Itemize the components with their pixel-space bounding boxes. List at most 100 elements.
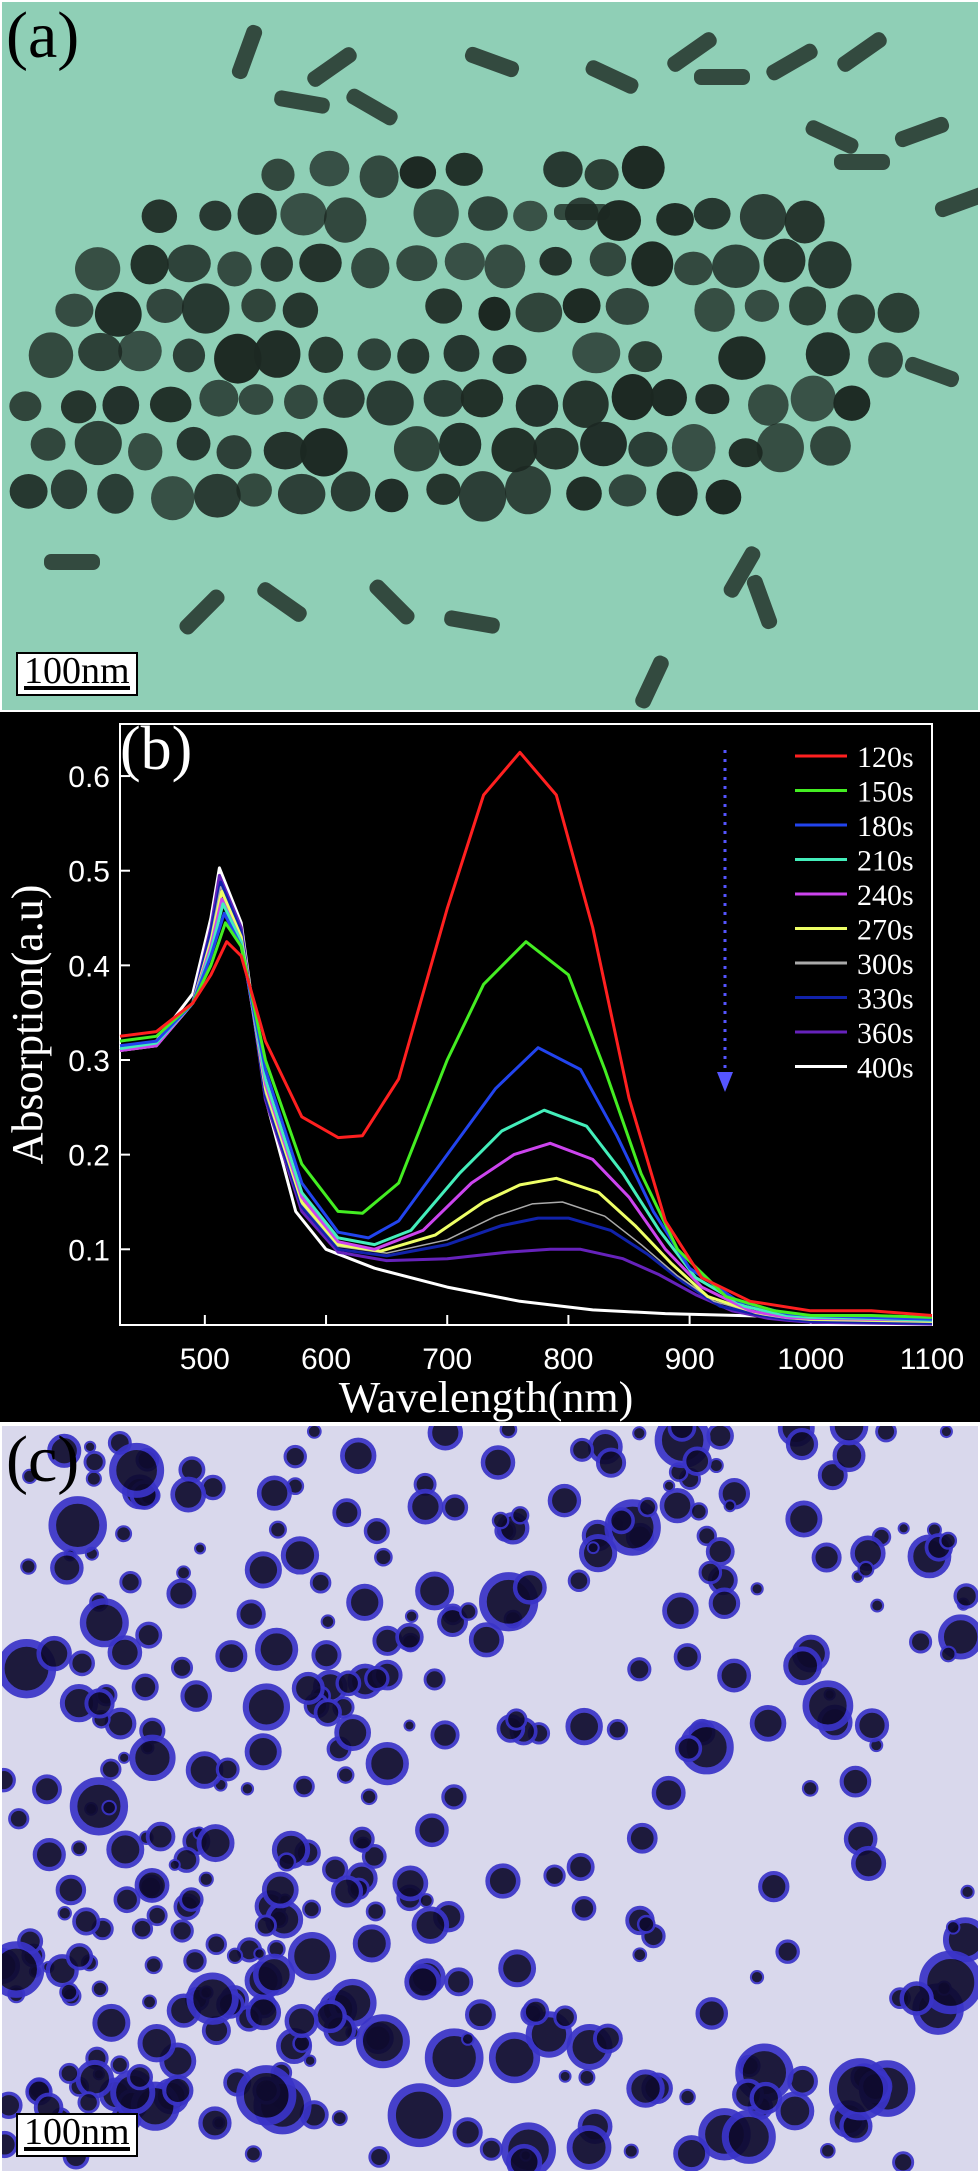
nanorod [44, 554, 100, 570]
nanoparticle [30, 427, 66, 461]
nanoparticle [104, 1707, 137, 1740]
nanoparticle [83, 1440, 97, 1454]
nanoparticle [656, 202, 694, 236]
nanoparticle [323, 197, 367, 243]
nanoparticle [22, 1468, 38, 1484]
nanoparticle [299, 243, 342, 283]
nanoparticle [662, 1479, 676, 1493]
tem-image-a: (a) 100nm [0, 0, 980, 712]
nanoparticle [313, 1698, 342, 1727]
nanoparticle [277, 1852, 297, 1872]
nanoparticle [662, 1592, 699, 1630]
nanoparticle [592, 2023, 623, 2054]
nanoparticle [236, 1599, 266, 1629]
y-tick-label: 0.3 [68, 1045, 110, 1078]
nanoparticle [689, 1502, 709, 1521]
nanoparticle [355, 2014, 410, 2069]
nanoparticle [9, 473, 48, 509]
trend-arrow-head [717, 1072, 733, 1092]
nanoparticle [403, 1719, 416, 1732]
nanoparticle [802, 1680, 854, 1732]
nanoparticle [674, 1734, 703, 1763]
nanoparticle [430, 1720, 460, 1750]
nanoparticle [313, 1999, 347, 2034]
nanoparticle [515, 292, 563, 333]
nanoparticle [263, 431, 307, 470]
series-line-120s [119, 750, 933, 1317]
nanoparticle [50, 1551, 84, 1585]
nanoparticle [396, 245, 438, 282]
nanoparticle [857, 1560, 875, 1578]
nanoparticle [374, 1547, 393, 1567]
nanoparticle [303, 2054, 317, 2067]
nanoparticle [623, 2143, 639, 2159]
nanoparticle [178, 1887, 204, 1912]
nanoparticle [255, 1627, 299, 1671]
panel-label-a: (a) [6, 0, 80, 72]
nanorod [766, 43, 818, 81]
series-line-210s [119, 902, 933, 1322]
legend-label: 330s [857, 983, 914, 1016]
nanoparticle [309, 1571, 332, 1594]
nanoparticle [674, 251, 713, 286]
nanoparticle [749, 1705, 787, 1742]
nanoparticle [128, 432, 163, 471]
nanoparticle [811, 1542, 842, 1573]
nanoparticle [83, 1450, 106, 1474]
nanoparticle [571, 1896, 597, 1921]
nanoparticle [892, 2151, 915, 2171]
nanoparticle [119, 1571, 142, 1594]
nanoparticle [758, 1870, 790, 1903]
nanoparticle [589, 242, 627, 277]
nanoparticle [137, 2023, 176, 2063]
nanoparticle [868, 342, 903, 378]
nanoparticle [820, 2142, 836, 2159]
nanoparticle [909, 1630, 933, 1654]
nanoparticle [236, 473, 272, 507]
nanorod [667, 32, 717, 72]
nanoparticle [512, 1570, 547, 1605]
nanoparticle [441, 1494, 469, 1521]
nanorod [369, 579, 415, 625]
nanoparticle [146, 288, 184, 323]
nanoparticle [553, 2005, 578, 2030]
nanoparticle [217, 251, 252, 287]
nanoparticle [522, 1998, 550, 2026]
nanoparticle [851, 1845, 887, 1881]
nanoparticle [461, 2032, 475, 2046]
nanoparticle [176, 1565, 191, 1581]
nanoparticle [459, 1602, 478, 1621]
nanoparticle [785, 1427, 819, 1461]
nanoparticle [650, 379, 687, 417]
nanoparticle [110, 2055, 130, 2075]
nanoparticle [399, 156, 437, 189]
nanoparticle [293, 1775, 315, 1798]
nanoparticle [244, 2145, 263, 2163]
series-line-240s [119, 897, 933, 1322]
nanoparticle [510, 1506, 530, 1525]
nanoparticle [280, 1536, 320, 1575]
nanoparticle [311, 1640, 342, 1671]
nanoparticle [562, 288, 601, 324]
nanoparticle [261, 1871, 299, 1909]
nanoparticle [172, 338, 206, 373]
nanoparticle [415, 1813, 449, 1848]
nanoparticle [74, 247, 121, 291]
nanoparticle [437, 1606, 468, 1638]
nanoparticle [418, 1893, 434, 1908]
nanoparticle [336, 1766, 355, 1784]
nanoparticle [717, 1658, 752, 1693]
nanoparticle [36, 1635, 72, 1672]
nanoparticle [673, 1643, 702, 1671]
nanoparticle [750, 1582, 764, 1596]
nanoparticle [280, 193, 327, 236]
scale-bar-c-label: 100nm [24, 2111, 130, 2153]
nanoparticle [566, 476, 602, 511]
nanoparticle [2, 1941, 45, 1998]
nanorod [444, 610, 500, 634]
nanorod [231, 24, 263, 80]
nanoparticle [180, 1680, 212, 1712]
nanoparticle [306, 1426, 322, 1439]
nanoparticle [739, 193, 787, 240]
nanoparticle [100, 1758, 122, 1780]
